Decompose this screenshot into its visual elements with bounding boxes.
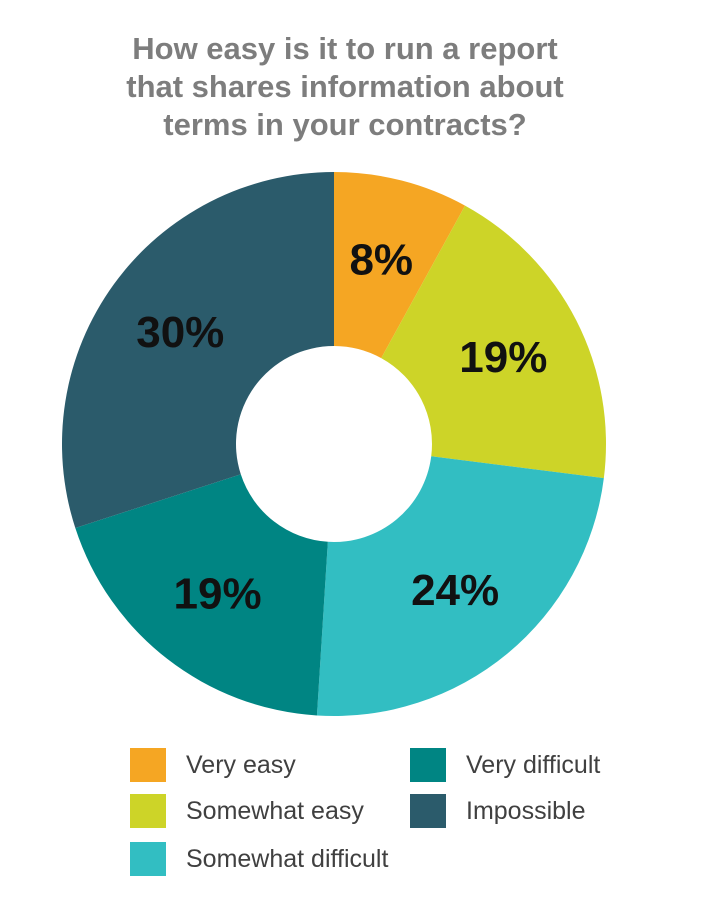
- legend-item-very-easy: Very easy: [130, 748, 296, 782]
- legend-swatch-very-easy: [130, 748, 166, 782]
- legend-swatch-impossible: [410, 794, 446, 828]
- donut-slice-impossible: [61, 172, 335, 529]
- chart-legend: Very easy Somewhat easy Somewhat difficu…: [130, 748, 670, 888]
- donut-chart: 8% 19% 24% 19% 30%: [61, 172, 606, 716]
- slice-label-somewhat-difficult: 24%: [411, 566, 499, 615]
- legend-label-very-difficult: Very difficult: [466, 750, 601, 779]
- legend-item-somewhat-difficult: Somewhat difficult: [130, 842, 388, 876]
- legend-item-impossible: Impossible: [410, 794, 586, 828]
- legend-label-impossible: Impossible: [466, 796, 586, 825]
- legend-swatch-very-difficult: [410, 748, 446, 782]
- chart-title-line-2: that shares information about: [126, 69, 564, 104]
- slice-label-somewhat-easy: 19%: [459, 333, 547, 382]
- chart-title-line-3: terms in your contracts?: [163, 107, 527, 142]
- donut-slices: [61, 172, 606, 716]
- legend-label-somewhat-easy: Somewhat easy: [186, 796, 364, 825]
- chart-title-line-1: How easy is it to run a report: [132, 31, 558, 66]
- slice-label-very-easy: 8%: [349, 235, 413, 284]
- chart-title: How easy is it to run a report that shar…: [0, 30, 690, 144]
- donut-slice-somewhat-easy: [381, 205, 606, 479]
- donut-slice-labels: 8% 19% 24% 19% 30%: [136, 235, 547, 618]
- legend-label-very-easy: Very easy: [186, 750, 296, 779]
- legend-item-somewhat-easy: Somewhat easy: [130, 794, 364, 828]
- donut-slice-very-difficult: [75, 474, 328, 716]
- slice-label-very-difficult: 19%: [174, 570, 262, 619]
- donut-slice-very-easy: [334, 172, 466, 359]
- donut-slice-somewhat-difficult: [316, 456, 604, 716]
- legend-item-very-difficult: Very difficult: [410, 748, 600, 782]
- legend-label-somewhat-difficult: Somewhat difficult: [186, 844, 389, 873]
- legend-swatch-somewhat-easy: [130, 794, 166, 828]
- slice-label-impossible: 30%: [136, 308, 224, 357]
- legend-swatch-somewhat-difficult: [130, 842, 166, 876]
